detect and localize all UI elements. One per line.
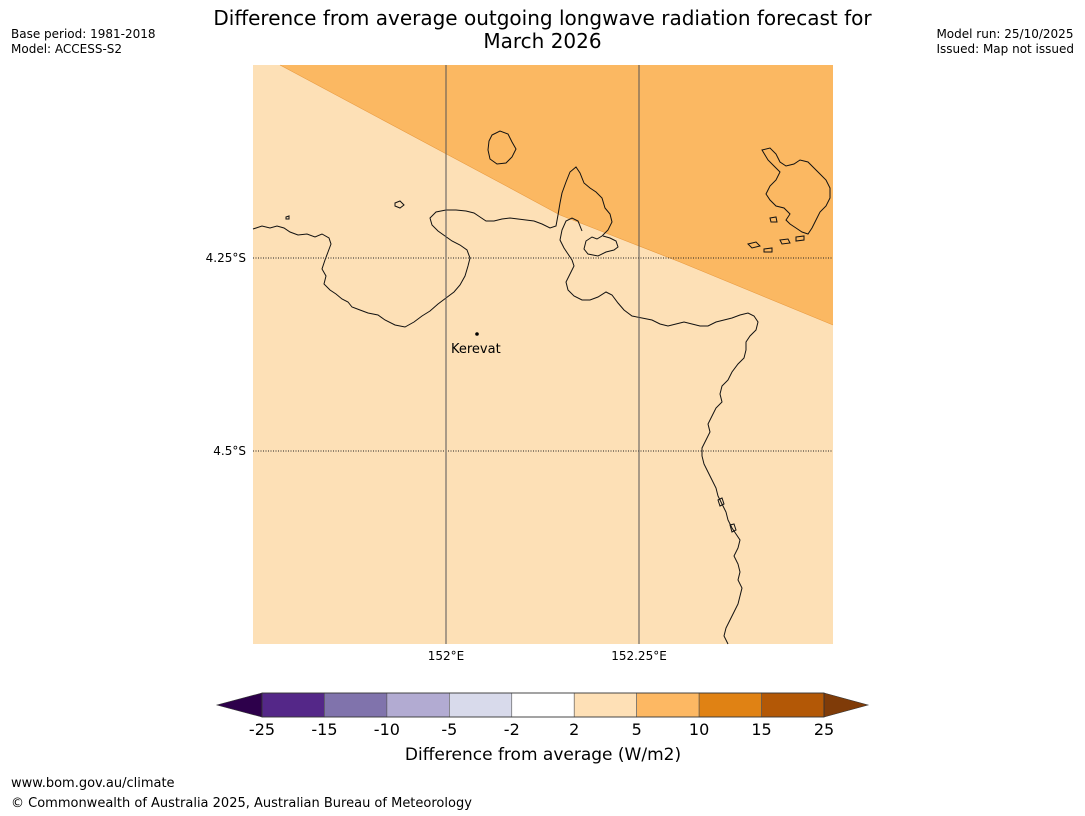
colorbar-tick-label: 25 [813,720,835,739]
map-upper-category-band [280,65,833,325]
colorbar-tick-label: 10 [688,720,710,739]
colorbar-tick-label: 2 [569,720,580,739]
lon-label-152: 152°E [427,649,465,663]
colorbar-tick-label: -2 [503,720,520,739]
place-marker-kerevat [475,332,479,336]
meta-left: Base period: 1981-2018 Model: ACCESS-S2 [11,27,156,57]
map-title: Difference from average outgoing longwav… [160,7,925,53]
colorbar-tick-label: -5 [441,720,458,739]
colorbar-tick-label: 5 [631,720,642,739]
lat-label-4-5: 4.5°S [213,444,246,458]
colorbar-segment [449,692,513,718]
colorbar-tick-label: 15 [751,720,772,739]
colorbar-tick-label: -10 [373,720,400,739]
model-run-text: Model run: 25/10/2025 [936,27,1074,41]
base-period-text: Base period: 1981-2018 [11,27,156,41]
colorbar-segment [573,692,637,718]
colorbar-extend-low [215,692,263,718]
colorbar-extend-high [823,692,870,718]
colorbar-title: Difference from average (W/m2) [404,745,682,765]
colorbar-segment [511,692,575,718]
colorbar-outline [261,692,825,718]
colorbar-segment [636,692,700,718]
colorbar [215,692,870,718]
colorbar-segment [386,692,450,718]
coastline-main [252,166,759,645]
colorbar-tick-label: -15 [311,720,338,739]
category-boundary [279,64,834,326]
coastline-islet-b [285,215,737,533]
model-text: Model: ACCESS-S2 [11,42,123,56]
colorbar-segment [324,692,388,718]
colorbar-segment [261,692,325,718]
issued-text: Issued: Map not issued [936,42,1074,56]
colorbar-segment [698,692,762,718]
map-title-line1: Difference from average outgoing longwav… [213,6,872,30]
meta-right: Model run: 25/10/2025 Issued: Map not is… [936,27,1074,57]
colorbar-tick-label: -25 [248,720,276,739]
coastline-islet-a [747,216,805,253]
coastline-duke-of-york [761,147,831,235]
coastline-island-small [394,200,405,209]
map-title-line2: March 2026 [483,29,602,53]
footer-copyright: © Commonwealth of Australia 2025, Austra… [11,796,472,811]
place-label-kerevat: Kerevat [451,342,501,357]
lat-label-4-25: 4.25°S [205,251,246,265]
coastline-island-north [487,130,517,165]
colorbar-segment [761,692,825,718]
footer-url: www.bom.gov.au/climate [11,776,175,791]
lon-label-152-25: 152.25°E [611,649,667,663]
